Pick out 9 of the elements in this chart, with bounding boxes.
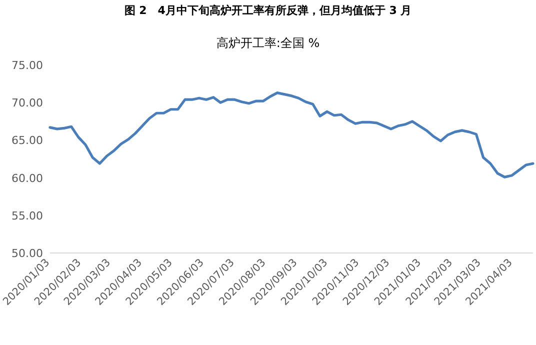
chart-subtitle: 高炉开工率:全国 % xyxy=(216,36,320,50)
chart-title: 图 2 4月中下旬高炉开工率有所反弹，但月均值低于 3 月 xyxy=(124,4,412,17)
y-tick-label: 60.00 xyxy=(12,172,43,185)
y-tick-label: 55.00 xyxy=(12,209,43,222)
y-tick-label: 65.00 xyxy=(12,134,43,148)
y-tick-label: 70.00 xyxy=(12,96,43,110)
line-series xyxy=(48,92,534,178)
y-tick-label: 75.00 xyxy=(12,59,43,72)
y-tick-label: 50.00 xyxy=(12,247,43,260)
